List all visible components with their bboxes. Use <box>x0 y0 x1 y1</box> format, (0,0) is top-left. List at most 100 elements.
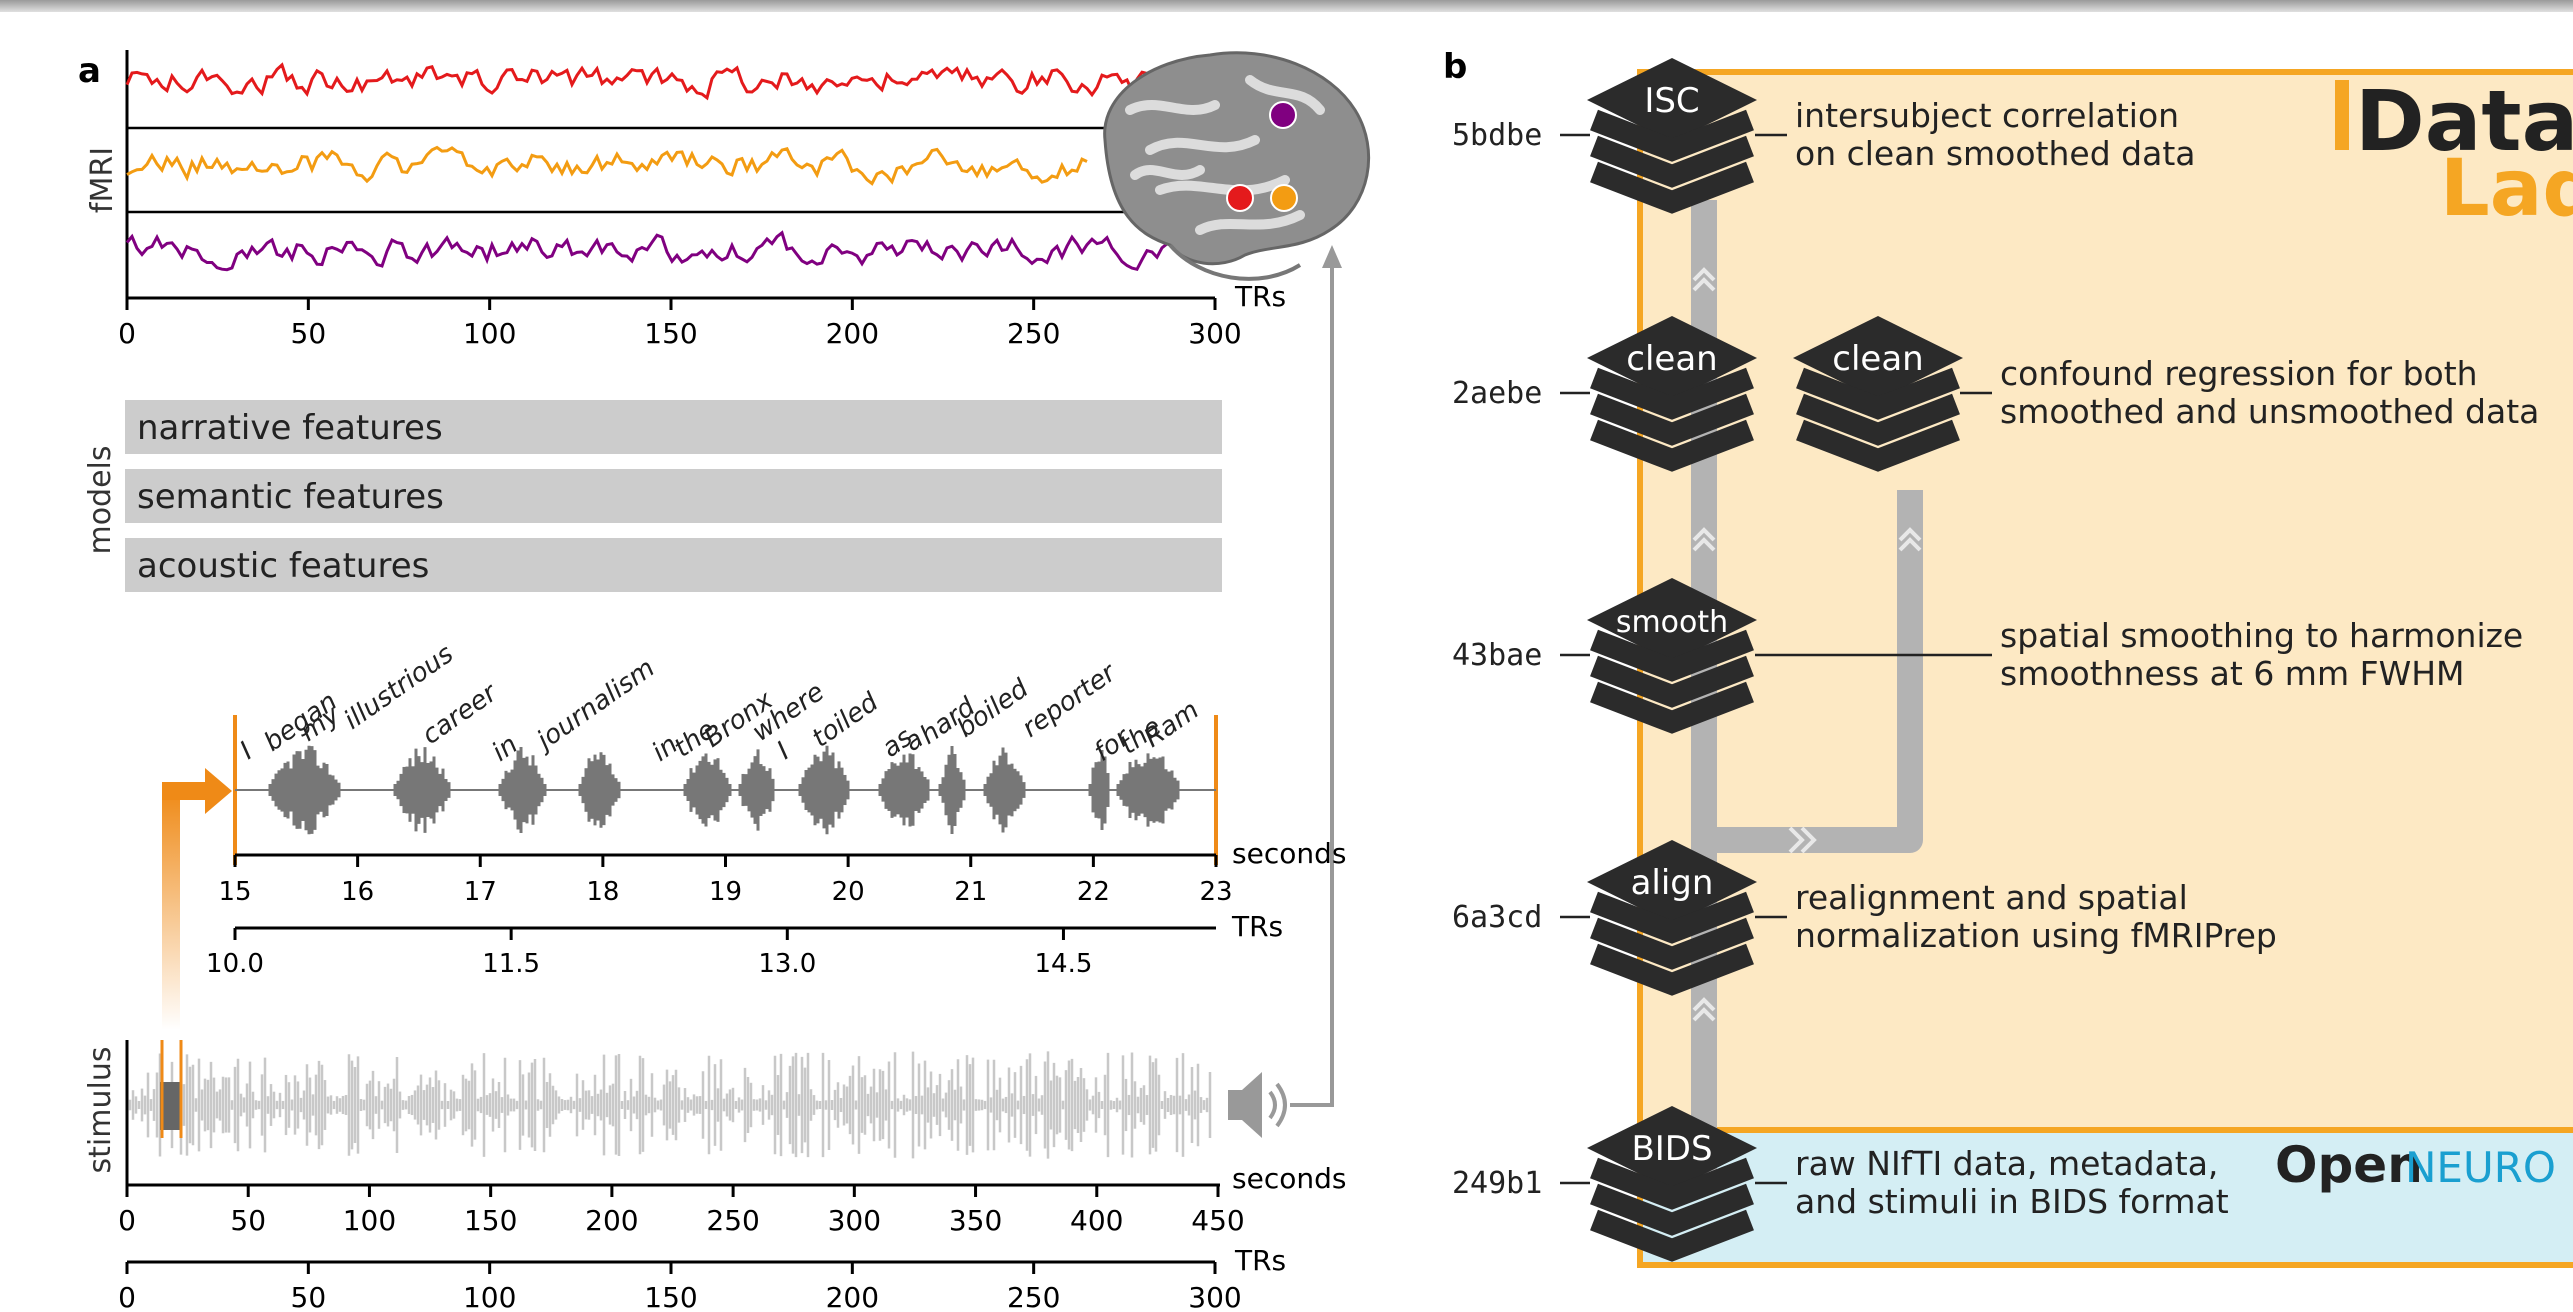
top-gradient-bar <box>0 0 2573 12</box>
step-tag-label: BIDS <box>1631 1129 1712 1169</box>
word-label: Ram <box>1139 695 1205 754</box>
svg-text:NEURO: NEURO <box>2405 1143 2556 1192</box>
zoom-seconds-tick-label: 22 <box>1077 877 1110 907</box>
step-chevron-clean-secondary: clean <box>1793 316 1963 472</box>
step-chevron-bids: BIDS <box>1587 1106 1757 1262</box>
stimulus-trs-tick-label: 0 <box>118 1281 136 1312</box>
stimulus-seconds-tick-label: 350 <box>949 1204 1002 1237</box>
fmri-axis-tick-label: 50 <box>291 317 327 350</box>
stimulus-highlight-segment <box>160 1082 182 1130</box>
stimulus-seconds-unit: seconds <box>1232 1162 1346 1195</box>
step-hash: 43bae <box>1452 638 1542 673</box>
roi-dot-red <box>1226 184 1254 212</box>
stimulus-trs-tick-label: 150 <box>644 1281 697 1312</box>
step-hash: 2aebe <box>1452 376 1542 411</box>
step-description-line1: spatial smoothing to harmonize <box>2000 616 2523 655</box>
zoom-seconds-ticks: 15 16 17 18 19 20 21 22 23 <box>218 855 1233 907</box>
zoom-trs-tick-label: 11.5 <box>482 949 540 979</box>
svg-text:Data: Data <box>2355 72 2573 170</box>
model-band-narrative <box>125 400 1222 454</box>
fmri-trace-orange <box>126 145 1088 186</box>
zoom-seconds-tick-label: 17 <box>464 877 497 907</box>
step-description-line1: intersubject correlation <box>1795 96 2179 135</box>
zoom-seconds-tick-label: 19 <box>709 877 742 907</box>
pipe-flow-chevrons <box>1692 267 1922 1022</box>
fmri-axis-tick-label: 200 <box>826 317 879 350</box>
stimulus-seconds-tick-label: 200 <box>585 1204 638 1237</box>
panel-b-label: b <box>1443 47 1467 87</box>
brain-icon <box>1103 51 1371 281</box>
stimulus-trs-ticks: 0 50 100 150 200 250 300 <box>118 1262 1242 1312</box>
step-chevron-clean: clean <box>1587 316 1757 472</box>
stimulus-trs-tick-label: 200 <box>826 1281 879 1312</box>
zoom-seconds-tick-label: 21 <box>954 877 987 907</box>
step-hash: 249b1 <box>1452 1166 1542 1201</box>
raw-data-box <box>1637 1127 2573 1268</box>
word-label: journalism <box>529 653 660 757</box>
model-label-narrative: narrative features <box>137 408 443 448</box>
step-description-line2: and stimuli in BIDS format <box>1795 1182 2229 1221</box>
openneuro-logo: Open NEURO <box>2275 1136 2556 1194</box>
step-tag-label: clean <box>1626 339 1717 379</box>
step-description-line2: smoothness at 6 mm FWHM <box>2000 654 2464 693</box>
zoom-connector-arrowhead <box>205 768 232 814</box>
roi-dot-orange <box>1270 184 1298 212</box>
stimulus-seconds-ticks: 0 50 100 150 200 250 300 350 400 450 <box>118 1185 1245 1237</box>
stimulus-trs-tick-label: 300 <box>1188 1281 1241 1312</box>
stimulus-trs-tick-label: 50 <box>291 1281 327 1312</box>
arrow-head-up <box>1322 245 1342 268</box>
stimulus-seconds-tick-label: 0 <box>118 1204 136 1237</box>
word-label: I <box>772 737 795 766</box>
step-description-line1: raw NIfTI data, metadata, <box>1795 1144 2218 1183</box>
zoom-seconds-tick-label: 15 <box>218 877 251 907</box>
zoom-seconds-tick-label: 18 <box>586 877 619 907</box>
fmri-axis-tick-label: 250 <box>1007 317 1060 350</box>
stimulus-waveform <box>128 1051 1212 1159</box>
step-hash: 6a3cd <box>1452 900 1542 935</box>
speaker-icon <box>1228 1072 1287 1138</box>
stimulus-trs-unit: TRs <box>1234 1244 1286 1277</box>
models-label: models <box>83 445 118 554</box>
zoom-seconds-tick-label: 16 <box>341 877 374 907</box>
fmri-axis-unit: TRs <box>1234 280 1286 313</box>
stimulus-trs-tick-label: 250 <box>1007 1281 1060 1312</box>
fmri-axis-tick-label: 100 <box>463 317 516 350</box>
stimulus-seconds-tick-label: 150 <box>464 1204 517 1237</box>
model-label-semantic: semantic features <box>137 477 444 517</box>
model-band-acoustic <box>125 538 1222 592</box>
step-description-line1: realignment and spatial <box>1795 878 2188 917</box>
model-band-semantic <box>125 469 1222 523</box>
step-description-line1: confound regression for both <box>2000 354 2478 393</box>
step-description-line2: normalization using fMRIPrep <box>1795 916 2277 955</box>
panel-b: b Data Lad Open NEURO ISC 5bdbe intersubje… <box>1443 47 2573 1268</box>
zoom-seconds-unit: seconds <box>1232 837 1346 870</box>
fmri-trace-purple <box>125 230 1178 272</box>
step-chevron-smooth: smooth <box>1587 578 1757 734</box>
derivatives-box <box>1637 69 2573 1170</box>
model-label-acoustic: acoustic features <box>137 546 429 586</box>
svg-text:Open: Open <box>2275 1136 2423 1194</box>
zoom-connector-arm <box>162 782 210 800</box>
stimulus-seconds-tick-label: 100 <box>343 1204 396 1237</box>
zoom-connector-stem <box>162 790 180 1030</box>
fmri-axis-tick-label: 0 <box>118 317 136 350</box>
panel-a-label: a <box>78 51 101 91</box>
fmri-label: fMRI <box>85 147 120 213</box>
fmri-axis-tick-label: 300 <box>1188 317 1241 350</box>
svg-text:Lad: Lad <box>2440 144 2573 234</box>
step-tag-label: ISC <box>1644 81 1699 121</box>
step-description-line2: on clean smoothed data <box>1795 134 2195 173</box>
stimulus-seconds-tick-label: 50 <box>230 1204 266 1237</box>
zoom-seconds-tick-label: 23 <box>1199 877 1232 907</box>
stimulus-to-brain-arrow <box>1290 258 1334 1107</box>
step-hash: 5bdbe <box>1452 118 1542 153</box>
roi-dot-purple <box>1269 101 1297 129</box>
zoom-trs-tick-label: 14.5 <box>1035 949 1093 979</box>
step-description-line2: smoothed and unsmoothed data <box>2000 392 2539 431</box>
stimulus-seconds-tick-label: 400 <box>1070 1204 1123 1237</box>
step-chevron-isc: ISC <box>1587 58 1757 214</box>
zoom-seconds-tick-label: 20 <box>832 877 865 907</box>
stimulus-seconds-tick-label: 450 <box>1191 1204 1244 1237</box>
